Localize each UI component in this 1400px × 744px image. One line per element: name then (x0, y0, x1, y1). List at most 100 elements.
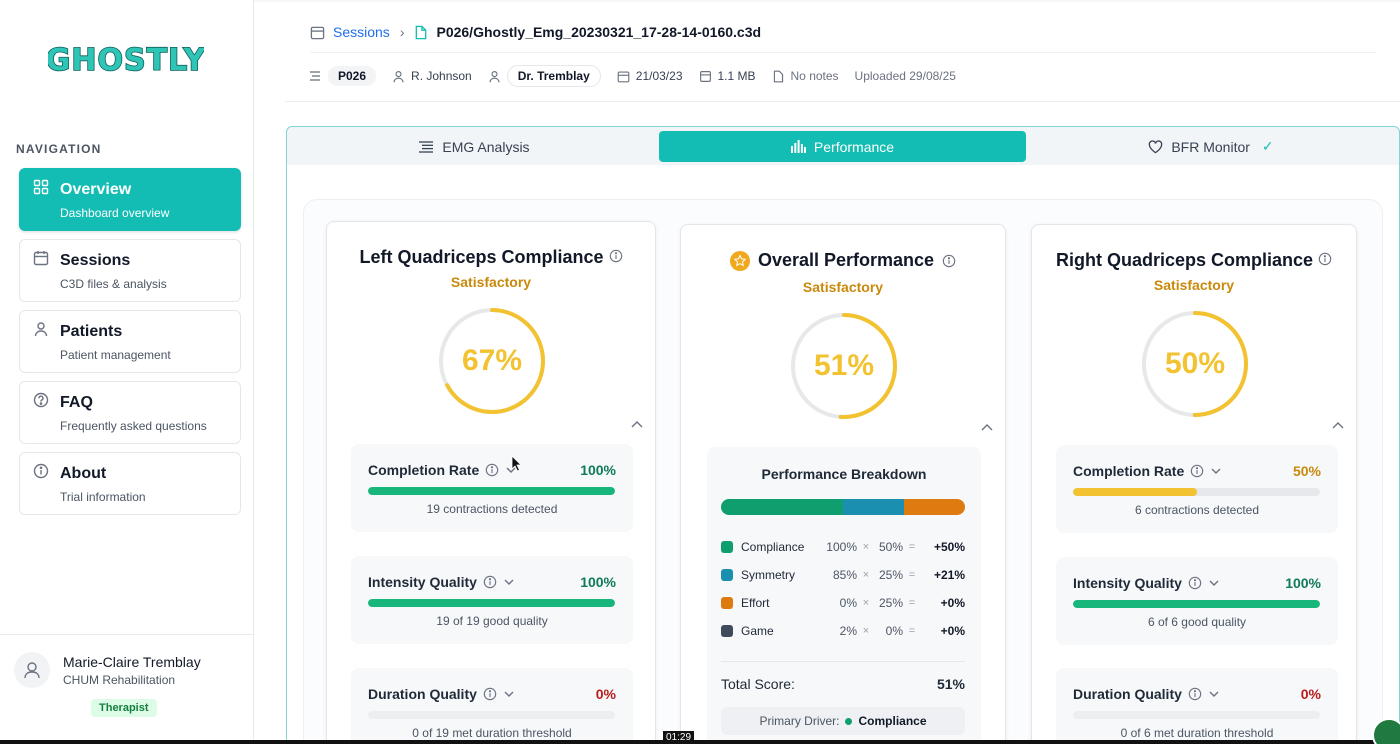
file-size: 1.1 MB (717, 69, 756, 83)
left-quadriceps-card: Left Quadriceps Compliance Satisfactory … (326, 221, 656, 744)
row-score: 100% (826, 540, 857, 554)
gauge-value: 50% (1164, 347, 1226, 380)
gauge-value: 67% (461, 344, 523, 377)
metric-label: Intensity Quality (368, 574, 515, 590)
list-icon (419, 140, 434, 153)
row-name: Compliance (741, 540, 805, 554)
nav-subtitle: C3D files & analysis (60, 277, 167, 291)
upload-date: Uploaded 29/08/25 (854, 69, 956, 83)
card-title-text: Overall Performance (757, 250, 935, 270)
info-icon[interactable] (1188, 576, 1202, 590)
calendar-icon (617, 70, 630, 82)
metric-note: 6 contractions detected (1134, 503, 1260, 517)
chevron-up-icon[interactable] (980, 422, 994, 432)
nav-subtitle: Patient management (60, 348, 171, 362)
metric-note: 0 of 6 met duration threshold (1120, 726, 1274, 740)
breadcrumb-file: P026/Ghostly_Emg_20230321_17-28-14-0160.… (436, 24, 762, 40)
calendar-icon (310, 26, 325, 39)
metric-intensity-quality: Intensity Quality 100% 6 of 6 good quali… (1056, 557, 1338, 645)
metric-label-text: Duration Quality (1073, 686, 1182, 702)
database-icon (699, 70, 711, 82)
times-sign: × (862, 541, 870, 553)
chevron-up-icon[interactable] (630, 419, 644, 429)
total-score: Total Score: 51% (721, 676, 965, 692)
card-title-text: Left Quadriceps Compliance (359, 247, 604, 267)
overall-performance-card: Overall Performance Satisfactory 51% Per… (680, 224, 1006, 744)
tab-performance[interactable]: Performance (659, 131, 1026, 162)
nav-title: Overview (60, 181, 132, 198)
patient-name: R. Johnson (411, 69, 472, 83)
metric-completion-rate: Completion Rate 100% 19 contractions det… (351, 444, 633, 532)
times-sign: × (862, 569, 870, 581)
chevron-down-icon[interactable] (503, 578, 515, 586)
tab-bfr-monitor[interactable]: BFR Monitor ✓ (1028, 131, 1394, 162)
ghostly-logo[interactable]: GHOSTLY (48, 38, 204, 82)
metric-label-text: Duration Quality (368, 686, 477, 702)
chevron-down-icon[interactable] (1208, 579, 1220, 587)
sidebar: GHOSTLY NAVIGATION Overview Dashboard ov… (0, 0, 254, 744)
total-score-label: Total Score: (721, 676, 795, 692)
sidebar-item-faq[interactable]: FAQ Frequently asked questions (19, 381, 241, 444)
row-name: Symmetry (741, 568, 795, 582)
chevron-down-icon[interactable] (505, 466, 517, 474)
compliance-gauge: 67% (437, 306, 547, 416)
metric-completion-rate: Completion Rate 50% 6 contractions detec… (1056, 445, 1338, 533)
row-score: 2% (839, 624, 857, 638)
chevron-up-icon[interactable] (1331, 420, 1345, 430)
breadcrumb-sessions-link[interactable]: Sessions (333, 24, 390, 40)
info-icon[interactable] (485, 463, 499, 477)
chevron-right-icon: › (399, 24, 405, 40)
info-icon[interactable] (1188, 687, 1202, 701)
user-icon (34, 322, 48, 337)
sidebar-item-sessions[interactable]: Sessions C3D files & analysis (19, 239, 241, 302)
status-label: Satisfactory (1153, 277, 1235, 293)
right-quadriceps-card: Right Quadriceps Compliance Satisfactory… (1031, 224, 1357, 744)
user-icon (489, 70, 500, 82)
heart-icon (1149, 139, 1163, 153)
info-icon[interactable] (942, 254, 956, 268)
chevron-down-icon[interactable] (1208, 690, 1220, 698)
breadcrumb: Sessions › P026/Ghostly_Emg_20230321_17-… (310, 22, 761, 42)
equals-sign: = (908, 625, 916, 637)
meta-size: 1.1 MB (699, 69, 756, 83)
meta-date: 21/03/23 (617, 69, 683, 83)
sidebar-item-overview[interactable]: Overview Dashboard overview (19, 168, 241, 231)
progress-bar (368, 599, 615, 607)
meta-patient-name: R. Johnson (392, 69, 472, 83)
session-date: 21/03/23 (635, 69, 683, 83)
bar-chart-icon (790, 140, 806, 153)
info-icon[interactable] (1318, 252, 1332, 266)
progress-fill (1073, 488, 1197, 496)
nav-subtitle: Trial information (60, 490, 146, 504)
metric-value: 0% (595, 686, 616, 702)
info-icon[interactable] (483, 687, 497, 701)
primary-driver: Primary Driver: Compliance (721, 707, 965, 735)
metric-label-text: Completion Rate (1073, 463, 1185, 479)
progress-fill (368, 599, 615, 607)
calendar-icon (33, 251, 49, 266)
equals-sign: = (908, 597, 916, 609)
total-score-value: 51% (936, 676, 965, 692)
nav-subtitle: Dashboard overview (60, 206, 170, 220)
video-progress-bar[interactable] (0, 740, 1400, 744)
sidebar-item-patients[interactable]: Patients Patient management (19, 310, 241, 373)
status-label: Satisfactory (802, 279, 884, 295)
primary-driver-value: Compliance (858, 714, 927, 728)
chevron-down-icon[interactable] (503, 690, 515, 698)
help-circle-icon (33, 392, 49, 408)
user-icon (393, 70, 404, 82)
info-icon[interactable] (483, 575, 497, 589)
row-weight: 25% (878, 596, 903, 610)
chevron-down-icon[interactable] (1210, 467, 1222, 475)
sidebar-item-about[interactable]: About Trial information (19, 452, 241, 515)
row-result: +50% (933, 540, 965, 554)
metric-duration-quality: Duration Quality 0% 0 of 6 met duration … (1056, 668, 1338, 744)
user-profile[interactable]: Marie-Claire Tremblay CHUM Rehabilitatio… (0, 634, 254, 744)
card-title: Overall Performance (681, 250, 1005, 271)
tab-emg-analysis[interactable]: EMG Analysis (291, 131, 657, 162)
info-icon[interactable] (609, 249, 623, 263)
meta-patient-code: P026 (308, 66, 377, 86)
row-name: Effort (741, 596, 770, 610)
gauge-arc (439, 308, 545, 414)
info-icon[interactable] (1190, 464, 1204, 478)
